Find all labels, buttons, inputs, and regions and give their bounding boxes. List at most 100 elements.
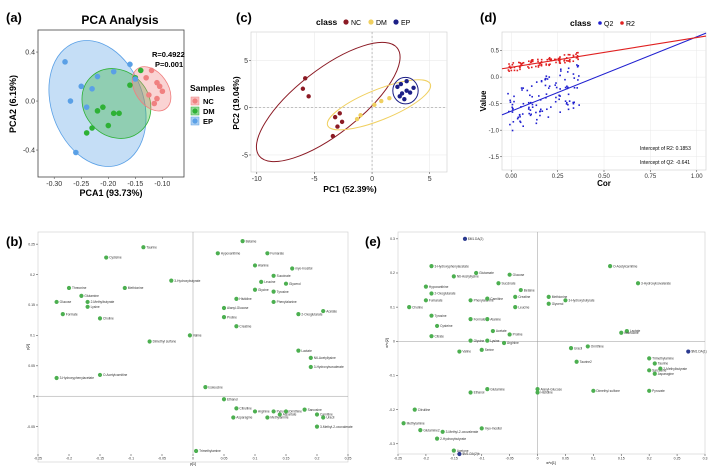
loading-label: Valine (193, 334, 202, 338)
permutation-point-r2 (508, 63, 510, 65)
legend-label: NC (351, 20, 361, 27)
tick-label-y: -5 (242, 152, 248, 159)
permutation-point-q2 (528, 106, 530, 109)
tick-label-y: 0.3 (390, 237, 395, 241)
loading-label: Taurine (146, 245, 157, 249)
data-point-dm (387, 96, 392, 101)
data-point-ep (83, 104, 90, 110)
loading-point (412, 407, 417, 412)
permutation-point-q2 (576, 64, 578, 66)
loading-label: Carnitine (320, 413, 333, 417)
permutation-point-q2 (511, 111, 514, 113)
chart-a-annotation-r: R=0.4922 (152, 50, 185, 59)
loading-label: Acetate (496, 329, 507, 333)
tick-label-y: 0 (33, 394, 35, 398)
tick-label-y: 0.0 (491, 75, 500, 81)
data-point-ep (404, 78, 409, 84)
tick-label-y: 5 (244, 58, 248, 65)
permutation-point-r2 (537, 64, 540, 67)
legend-marker (192, 108, 198, 114)
loading-point (314, 424, 320, 429)
loading-label: $M1.DA(2)b (462, 452, 479, 456)
loading-point (221, 315, 227, 320)
permutation-point-q2 (555, 82, 557, 84)
permutation-point-r2 (509, 67, 512, 69)
permutation-point-q2 (568, 100, 571, 102)
tick-label-x: 0.25 (345, 457, 352, 461)
loading-label: Betaine (246, 239, 257, 243)
loading-label: Uracil (574, 346, 582, 350)
tick-label-x: -0.30 (46, 181, 62, 188)
permutation-point-q2 (578, 104, 580, 106)
loading-label: Lactate (630, 329, 641, 333)
permutation-point-q2 (513, 100, 515, 103)
data-point-nc (300, 86, 306, 91)
legend-label: DM (376, 20, 387, 27)
loading-label: Trimethylamine (199, 449, 221, 453)
regression-line-r2 (501, 35, 707, 70)
permutation-point-q2 (512, 107, 514, 110)
data-point-ep (407, 90, 413, 95)
loading-label: Valine (462, 350, 471, 354)
loading-point (619, 330, 624, 335)
loading-label: Arginine (258, 410, 270, 414)
loading-point (647, 368, 652, 373)
tick-label-y: -1.5 (489, 155, 500, 161)
loading-label: N6-Acetyllysine (457, 275, 479, 279)
loading-label: $M1.DA(1) (691, 350, 706, 354)
loading-point (259, 279, 264, 284)
loading-label: Methionine (552, 295, 568, 299)
chart-c-ylabel: PC2 (19.04%) (231, 76, 241, 130)
data-point-dm (354, 116, 360, 122)
permutation-point-r2 (522, 61, 525, 64)
tick-label-x: 0 (370, 176, 374, 183)
loading-point (271, 409, 276, 414)
loading-label: Methylamine (270, 416, 288, 420)
loading-point (507, 272, 512, 277)
tick-label-x: -0.10 (154, 181, 170, 188)
permutation-point-r2 (575, 56, 578, 59)
tick-label-x: -0.15 (450, 457, 458, 461)
permutation-point-q2 (521, 89, 523, 91)
loading-point (624, 328, 629, 334)
loading-point (85, 299, 90, 305)
permutation-point-q2 (577, 64, 580, 67)
loading-label: Creatine (239, 324, 251, 328)
loading-point (85, 304, 90, 309)
tick-label-y: 0.1 (390, 305, 395, 309)
loading-label: O-Acetylcarnitine (613, 264, 637, 268)
permutation-point-q2 (527, 108, 530, 110)
data-point-nc (306, 94, 311, 99)
loading-point (194, 448, 199, 454)
tick-label-y: 0.25 (28, 242, 35, 246)
loading-point (215, 251, 220, 256)
tick-label-x: -10 (252, 176, 262, 183)
loading-label: 3-Methyl-2-oxovalerate (320, 425, 353, 429)
permutation-point-r2 (527, 66, 529, 68)
permutation-point-q2 (572, 73, 575, 75)
tick-label-x: 0.50 (598, 174, 610, 180)
loading-label: Hypoxanthine (429, 285, 449, 289)
loading-label: Creatine (518, 295, 530, 299)
legend-marker (598, 21, 602, 25)
loading-label: Glycine (474, 339, 485, 343)
loading-point (652, 361, 657, 366)
permutation-point-r2 (558, 59, 561, 61)
chart-a-legend-title: Samples (190, 83, 225, 93)
chart-e-frame (397, 231, 706, 455)
loading-label: Isoleucine (208, 385, 223, 389)
loading-label: Acetone (457, 449, 469, 453)
loading-point (518, 287, 523, 293)
legend-label: Q2 (604, 21, 613, 28)
data-point-dm (94, 108, 101, 114)
chart-a-xlabel: PCA1 (93.73%) (79, 188, 142, 198)
panel-label-c: (c) (236, 10, 252, 25)
permutation-point-r2 (521, 62, 524, 65)
permutation-point-r2 (572, 54, 575, 57)
permutation-point-r2 (558, 59, 560, 62)
tick-label-x: 1.00 (691, 174, 703, 180)
loading-label: Dimethyl sulfone (153, 340, 177, 344)
permutation-point-q2 (555, 96, 557, 99)
loading-point (60, 312, 65, 317)
loading-point (231, 415, 236, 420)
